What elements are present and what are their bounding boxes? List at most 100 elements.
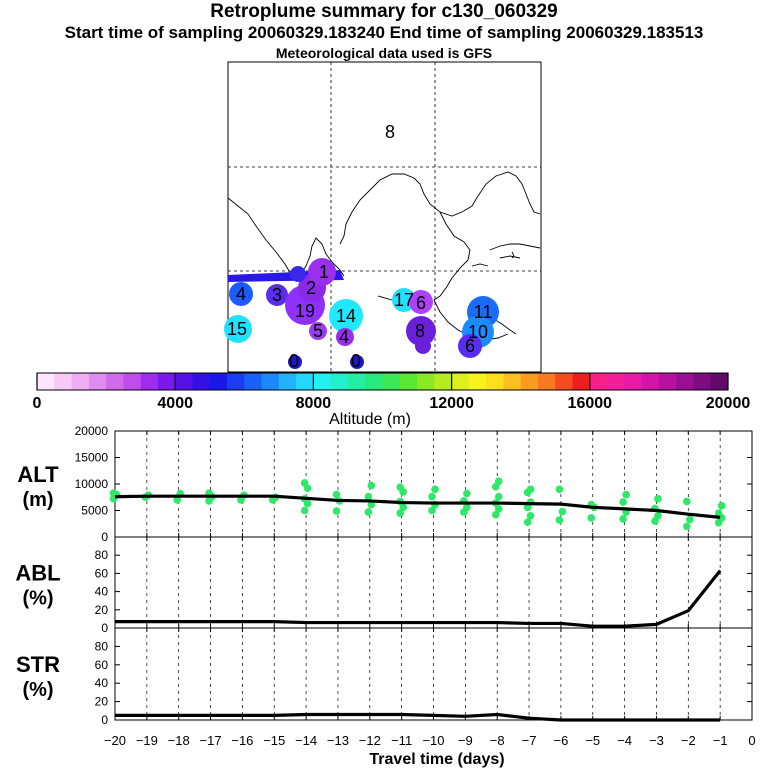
altitude-point <box>654 495 662 503</box>
x-tick-label: −5 <box>585 733 600 748</box>
colorbar-cell <box>676 373 694 390</box>
y-tick-label: 80 <box>95 548 109 562</box>
y-tick-label: 10000 <box>75 477 109 491</box>
cluster-marker <box>288 355 302 369</box>
colorbar-cell <box>555 373 573 390</box>
x-tick-label: −1 <box>713 733 728 748</box>
altitude-point <box>491 510 500 519</box>
x-tick-label: −9 <box>458 733 473 748</box>
colorbar-cell <box>624 373 642 390</box>
y-tick-label: 0 <box>101 621 108 635</box>
colorbar-tick-label: 20000 <box>706 395 751 412</box>
cluster-marker <box>224 315 252 343</box>
colorbar-cell <box>572 373 591 390</box>
colorbar-cell <box>520 373 539 390</box>
altitude-point <box>300 506 309 515</box>
altitude-point <box>367 481 376 490</box>
altitude-point <box>364 492 373 501</box>
cluster-marker <box>266 284 288 306</box>
altitude-point <box>683 522 691 531</box>
colorbar-cell <box>192 373 211 390</box>
meteo-source: Meteorological data used is GFS <box>275 45 493 61</box>
panel-frame <box>114 430 753 538</box>
series-line <box>114 494 721 519</box>
colorbar-tick-label: 4000 <box>157 395 193 412</box>
altitude-point <box>431 485 439 494</box>
cluster-marker <box>290 266 306 282</box>
colorbar-cell <box>330 373 349 390</box>
altitude-point <box>396 483 404 491</box>
colorbar-cell <box>641 373 660 390</box>
sampling-times: Start time of sampling 20060329.183240 E… <box>64 23 704 42</box>
panel-str: 0 20 40 60 80 STR(%) <box>16 627 753 727</box>
colorbar-cell <box>486 373 504 390</box>
cluster-label: 11 <box>474 302 493 322</box>
colorbar-cell <box>88 373 107 390</box>
colorbar-cell <box>607 373 625 390</box>
colorbar-cell <box>227 373 245 390</box>
altitude-point <box>399 503 407 512</box>
altitude-point <box>526 485 535 494</box>
colorbar-cell <box>244 373 262 390</box>
colorbar-cell <box>658 373 677 390</box>
y-tick-label: 20000 <box>75 424 109 438</box>
colorbar-cell <box>261 373 280 390</box>
colorbar-cell <box>157 373 176 390</box>
y-tick-label: 60 <box>95 566 109 580</box>
altitude-point <box>555 485 564 494</box>
cluster-marker <box>406 316 436 346</box>
cluster-marker <box>336 328 354 346</box>
panel-unit-label: (%) <box>22 588 53 610</box>
colorbar-cell <box>140 373 159 390</box>
altitude-point <box>558 507 567 516</box>
x-tick-label: −18 <box>168 733 190 748</box>
colorbar-cell <box>417 373 435 390</box>
altitude-point <box>494 477 503 486</box>
colorbar-label: Altitude (m) <box>329 411 411 428</box>
altitude-point <box>526 512 535 520</box>
x-tick-label: −20 <box>104 733 126 748</box>
y-tick-label: 0 <box>101 713 108 727</box>
x-tick-label: −4 <box>617 733 632 748</box>
y-tick-label: 15000 <box>75 451 109 465</box>
y-tick-label: 5000 <box>81 504 108 518</box>
altitude-point <box>686 515 694 524</box>
altitude-point <box>619 498 627 506</box>
altitude-point <box>587 514 596 522</box>
x-tick-label: −2 <box>681 733 696 748</box>
x-tick-label: −8 <box>490 733 505 748</box>
altitude-point <box>619 515 627 523</box>
x-tick-label: −11 <box>391 733 412 748</box>
cluster-marker <box>350 355 364 369</box>
colorbar-cell <box>710 373 729 390</box>
cluster-label: 6 <box>416 293 426 313</box>
cluster-label: 8 <box>415 321 425 341</box>
cluster-marker <box>415 338 431 354</box>
cluster-label: 1 <box>319 262 329 282</box>
x-tick-label: −13 <box>327 733 349 748</box>
altitude-point <box>463 489 471 498</box>
cluster-label: 4 <box>339 327 349 347</box>
panel-abl: 0 20 40 60 80 ABL(%) <box>15 536 753 635</box>
series-line <box>115 569 722 628</box>
colorbar-cell <box>296 373 314 390</box>
panel-label: ALT <box>17 462 59 487</box>
cluster-label: 5 <box>313 321 323 341</box>
colorbar-cell <box>313 373 331 390</box>
altitude-point <box>494 505 503 513</box>
colorbar-cell <box>123 373 141 390</box>
altitude-point <box>367 500 376 509</box>
altitude-point <box>396 509 404 517</box>
y-tick-label: 80 <box>95 639 109 653</box>
cluster-label: 8 <box>385 122 395 142</box>
cluster-marker <box>329 299 363 333</box>
y-tick-label: 60 <box>95 658 109 672</box>
y-tick-label: 40 <box>95 676 109 690</box>
cluster-label: 4 <box>236 284 246 304</box>
cluster-label: 19 <box>295 301 315 321</box>
time-series-panels: 05000100001500020000ALT(m)020406080ABL(%… <box>15 424 755 768</box>
y-tick-label: 20 <box>95 603 109 617</box>
